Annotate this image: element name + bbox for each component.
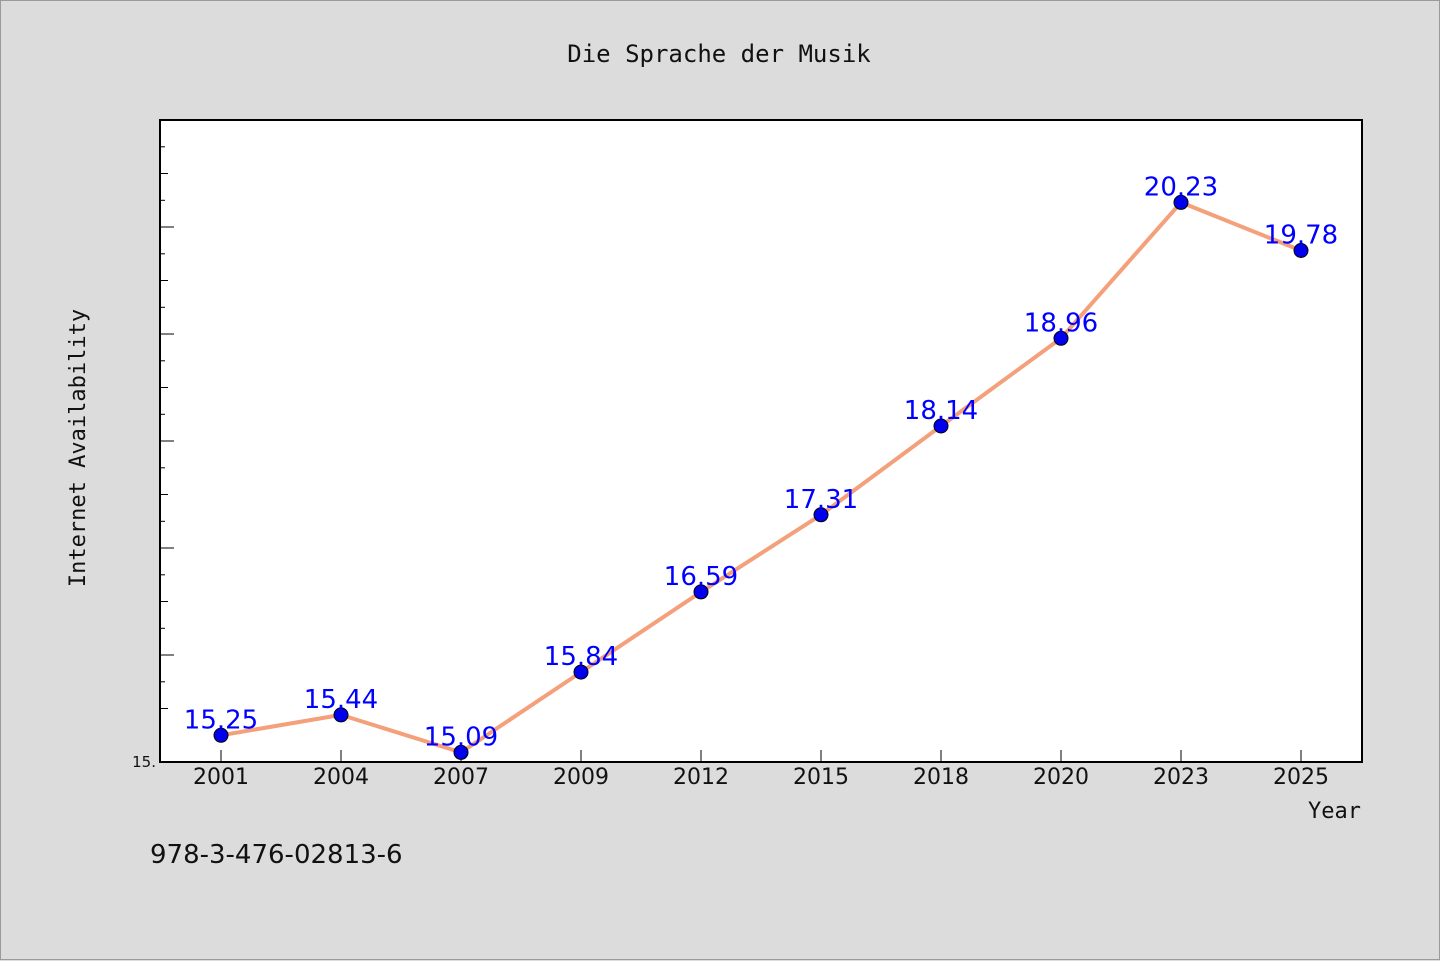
- x-tick-label: 2018: [913, 765, 969, 790]
- x-tick-label: 2015: [793, 765, 849, 790]
- y-axis-label: Internet Availability: [66, 309, 91, 587]
- data-label: 18.96: [1024, 308, 1098, 338]
- data-label: 17.31: [784, 485, 858, 515]
- data-point: [453, 744, 469, 760]
- series-line: [219, 200, 1303, 755]
- data-point: [1293, 243, 1309, 258]
- chart-title: Die Sprache der Musik: [567, 40, 871, 68]
- data-point: [333, 707, 349, 723]
- series-markers: [213, 194, 1309, 760]
- x-tick-label: 2020: [1033, 765, 1089, 790]
- x-tick-label: 2004: [313, 765, 369, 790]
- data-label: 18.14: [904, 396, 978, 426]
- data-label: 16.59: [664, 562, 738, 592]
- y-tick-label: 15.: [132, 753, 156, 771]
- data-label: 15.25: [184, 705, 258, 735]
- y-axis-ticks: [160, 119, 174, 763]
- x-tick-label: 2012: [673, 765, 729, 790]
- data-point: [1173, 194, 1189, 210]
- data-point: [813, 507, 829, 523]
- data-point: [573, 664, 589, 680]
- x-axis-tick-labels: 2001 2004 2007 2009 2012 2015 2018 2020 2023 2025: [193, 765, 1329, 790]
- data-label: 19.78: [1264, 221, 1338, 251]
- data-labels: 15.25 15.44 15.09 15.84 16.59 17.31 18.14 18.96…: [184, 172, 1338, 752]
- data-label: 15.09: [424, 722, 498, 752]
- x-tick-label: 2007: [433, 765, 489, 790]
- data-point: [693, 584, 709, 600]
- x-tick-label: 2009: [553, 765, 609, 790]
- isbn-text: 978-3-476-02813-6: [150, 840, 403, 870]
- x-axis-label: Year: [1308, 799, 1361, 824]
- x-tick-label: 2001: [193, 765, 249, 790]
- data-label: 15.84: [544, 642, 618, 672]
- data-point: [213, 727, 229, 743]
- data-point: [1053, 330, 1069, 346]
- data-point: [933, 418, 949, 434]
- plot-area: [159, 119, 1363, 763]
- data-label: 15.44: [304, 685, 378, 715]
- x-tick-label: 2023: [1153, 765, 1209, 790]
- data-label: 20.23: [1144, 172, 1218, 202]
- x-tick-label: 2025: [1273, 765, 1329, 790]
